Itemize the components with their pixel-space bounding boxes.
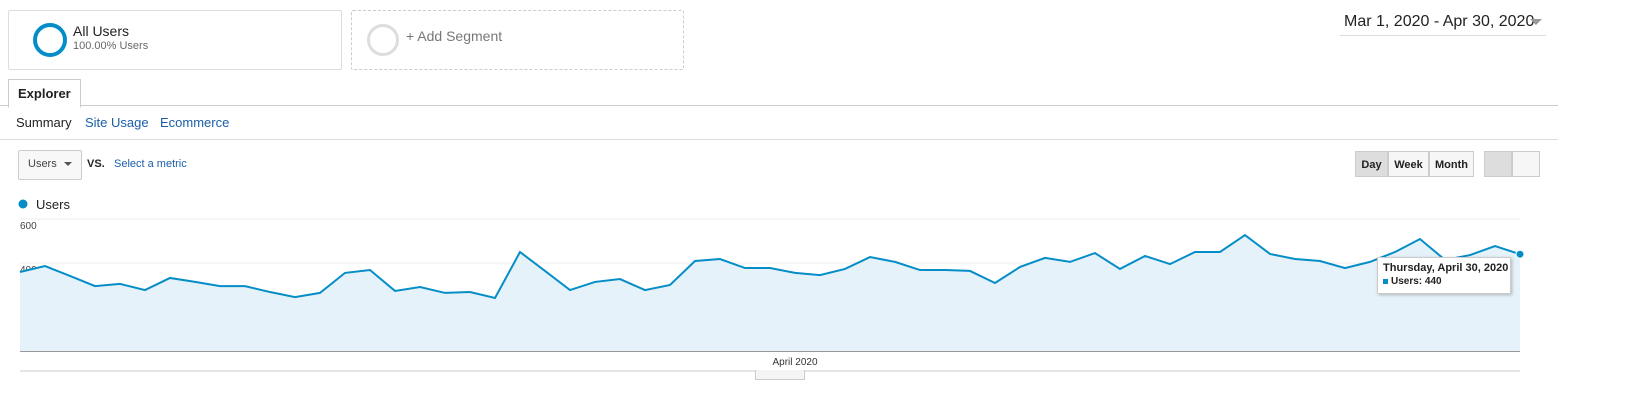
x-tick-label: April 2020 [772,357,817,368]
tooltip [1377,257,1511,294]
subtab[interactable]: Site Usage [85,115,149,130]
granularity-button[interactable]: Day [1355,151,1388,177]
metric-caret [64,162,72,166]
tooltip-swatch [1383,279,1388,284]
subtab-line [0,139,1558,140]
legend-swatch [18,199,28,209]
metric-label: Users [28,158,57,170]
granularity-button[interactable]: Week [1388,151,1429,177]
date-range[interactable]: Mar 1, 2020 - Apr 30, 2020 [1344,13,1535,30]
granularity-button[interactable]: Month [1429,151,1474,177]
tooltip-text: Users: 440 [1391,276,1442,287]
segment-title: All Users [73,23,130,39]
add-segment[interactable]: + Add Segment [406,28,503,44]
date-underline [1340,35,1546,36]
tab-line [0,105,1558,106]
line [19,233,1521,300]
point [1515,249,1525,259]
tab[interactable]: Explorer [8,79,81,108]
area [20,235,1520,351]
collapse-handle[interactable] [755,370,805,380]
date-caret [1530,19,1542,25]
subtab[interactable]: Ecommerce [160,115,230,130]
add-segment-card[interactable] [351,10,684,70]
legend-label: Users [36,197,70,212]
y-tick-label: 600 [20,221,37,232]
segment-ring [33,23,67,57]
segment-card[interactable] [8,10,342,70]
line-chart-button[interactable] [1484,151,1512,177]
motion-chart-button[interactable] [1512,151,1540,177]
tooltip-date: Thursday, April 30, 2020 [1383,262,1509,274]
select-metric[interactable]: Select a metric [114,158,187,170]
segment-subtitle: 100.00% Users [73,40,149,52]
add-segment-ring [367,24,399,56]
subtab[interactable]: Summary [16,115,72,130]
vs-label: VS. [87,158,105,170]
